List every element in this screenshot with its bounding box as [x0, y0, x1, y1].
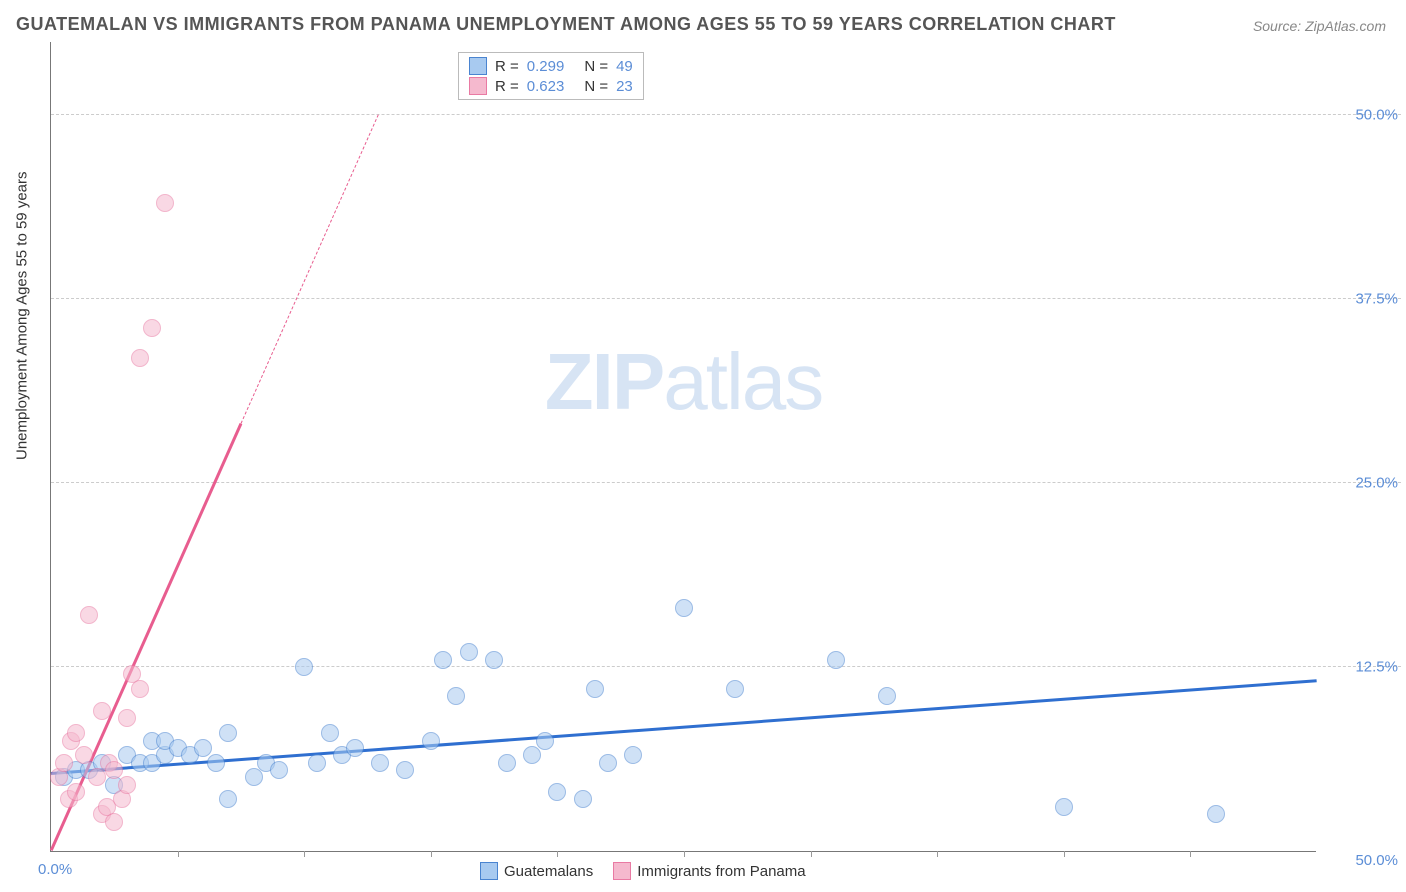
data-point — [75, 746, 93, 764]
data-point — [105, 813, 123, 831]
data-point — [295, 658, 313, 676]
data-point — [67, 724, 85, 742]
legend-swatch — [469, 77, 487, 95]
x-tick — [1190, 851, 1191, 857]
data-point — [675, 599, 693, 617]
y-tick-label: 25.0% — [1355, 474, 1398, 491]
data-point — [207, 754, 225, 772]
y-tick-label: 37.5% — [1355, 290, 1398, 307]
legend-r-label: R = — [495, 58, 519, 75]
data-point — [131, 349, 149, 367]
source-attribution: Source: ZipAtlas.com — [1253, 18, 1386, 34]
data-point — [1055, 798, 1073, 816]
series-legend: Guatemalans Immigrants from Panama — [480, 862, 806, 880]
data-point — [93, 702, 111, 720]
data-point — [270, 761, 288, 779]
legend-item: Immigrants from Panama — [613, 862, 805, 880]
legend-row: R = 0.299 N = 49 — [469, 57, 633, 75]
correlation-legend: R = 0.299 N = 49 R = 0.623 N = 23 — [458, 52, 644, 100]
x-tick — [684, 851, 685, 857]
legend-label: Immigrants from Panama — [637, 863, 805, 880]
x-tick — [1064, 851, 1065, 857]
legend-swatch — [469, 57, 487, 75]
data-point — [396, 761, 414, 779]
data-point — [88, 768, 106, 786]
y-tick-label: 12.5% — [1355, 658, 1398, 675]
trend-line-extrapolation — [240, 114, 378, 424]
x-origin-label: 0.0% — [38, 861, 72, 878]
gridline-h — [51, 482, 1401, 483]
data-point — [105, 761, 123, 779]
data-point — [156, 194, 174, 212]
data-point — [878, 687, 896, 705]
data-point — [118, 709, 136, 727]
legend-r-value: 0.299 — [527, 58, 565, 75]
trend-line — [51, 679, 1317, 774]
data-point — [548, 783, 566, 801]
data-point — [460, 643, 478, 661]
data-point — [131, 680, 149, 698]
gridline-h — [51, 666, 1401, 667]
data-point — [485, 651, 503, 669]
legend-n-value: 49 — [616, 58, 633, 75]
data-point — [219, 790, 237, 808]
legend-n-label: N = — [584, 58, 608, 75]
data-point — [219, 724, 237, 742]
x-tick — [304, 851, 305, 857]
gridline-h — [51, 298, 1401, 299]
data-point — [1207, 805, 1225, 823]
chart-title: GUATEMALAN VS IMMIGRANTS FROM PANAMA UNE… — [16, 14, 1116, 35]
legend-swatch — [480, 862, 498, 880]
data-point — [308, 754, 326, 772]
data-point — [574, 790, 592, 808]
data-point — [586, 680, 604, 698]
data-point — [194, 739, 212, 757]
legend-swatch — [613, 862, 631, 880]
legend-label: Guatemalans — [504, 863, 593, 880]
data-point — [118, 776, 136, 794]
data-point — [447, 687, 465, 705]
watermark-text-a: ZIP — [545, 337, 663, 426]
data-point — [55, 754, 73, 772]
y-tick-label: 50.0% — [1355, 106, 1398, 123]
gridline-h — [51, 114, 1401, 115]
x-tick — [811, 851, 812, 857]
data-point — [80, 606, 98, 624]
data-point — [523, 746, 541, 764]
data-point — [245, 768, 263, 786]
scatter-chart: ZIPatlas 12.5%25.0%37.5%50.0%50.0% — [50, 42, 1316, 852]
legend-n-value: 23 — [616, 78, 633, 95]
watermark-text-b: atlas — [663, 337, 822, 426]
data-point — [371, 754, 389, 772]
data-point — [346, 739, 364, 757]
legend-r-label: R = — [495, 78, 519, 95]
legend-item: Guatemalans — [480, 862, 593, 880]
watermark: ZIPatlas — [545, 336, 822, 428]
legend-row: R = 0.623 N = 23 — [469, 77, 633, 95]
data-point — [143, 319, 161, 337]
y-axis-label: Unemployment Among Ages 55 to 59 years — [14, 171, 31, 460]
legend-r-value: 0.623 — [527, 78, 565, 95]
data-point — [827, 651, 845, 669]
data-point — [624, 746, 642, 764]
data-point — [422, 732, 440, 750]
x-tick — [557, 851, 558, 857]
data-point — [434, 651, 452, 669]
data-point — [321, 724, 339, 742]
data-point — [67, 783, 85, 801]
x-tick — [937, 851, 938, 857]
data-point — [726, 680, 744, 698]
data-point — [599, 754, 617, 772]
data-point — [536, 732, 554, 750]
legend-n-label: N = — [584, 78, 608, 95]
x-tick — [178, 851, 179, 857]
x-tick — [431, 851, 432, 857]
data-point — [498, 754, 516, 772]
x-max-label: 50.0% — [1355, 852, 1398, 869]
